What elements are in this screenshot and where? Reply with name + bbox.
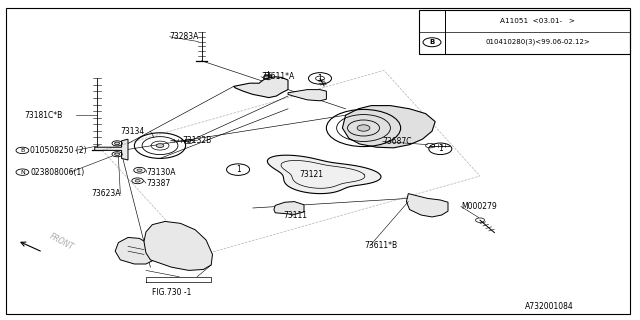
Polygon shape — [95, 139, 128, 160]
Text: 73611*A: 73611*A — [261, 72, 294, 81]
Text: 73283A: 73283A — [170, 32, 199, 41]
Polygon shape — [274, 202, 304, 214]
Text: A11051  <03.01-   >: A11051 <03.01- > — [500, 18, 575, 24]
Circle shape — [357, 125, 370, 131]
Text: 73611*B: 73611*B — [365, 241, 398, 250]
Bar — [419, 10, 630, 54]
Text: 1: 1 — [236, 165, 241, 174]
Circle shape — [115, 153, 120, 156]
Circle shape — [156, 144, 164, 148]
Text: 73387: 73387 — [146, 179, 170, 188]
Text: M000279: M000279 — [461, 202, 497, 211]
Polygon shape — [288, 90, 326, 101]
Text: 010410280(3)<99.06-02.12>: 010410280(3)<99.06-02.12> — [485, 39, 590, 45]
Circle shape — [115, 142, 120, 145]
Text: A732001084: A732001084 — [525, 302, 573, 311]
Text: B: B — [20, 148, 24, 153]
Text: 73623A: 73623A — [91, 189, 120, 198]
Circle shape — [135, 180, 140, 182]
Text: 1: 1 — [317, 74, 323, 83]
Polygon shape — [342, 106, 435, 148]
Text: 1: 1 — [429, 16, 435, 25]
Text: 010508250 (2): 010508250 (2) — [30, 146, 86, 155]
Text: 73130A: 73130A — [146, 168, 175, 177]
Text: 73111: 73111 — [283, 212, 307, 220]
Polygon shape — [144, 221, 212, 270]
Text: 73687C: 73687C — [383, 137, 412, 146]
Polygon shape — [406, 194, 448, 217]
Polygon shape — [115, 237, 154, 264]
Text: FIG.730 -1: FIG.730 -1 — [152, 288, 191, 297]
Text: 73121: 73121 — [300, 170, 324, 179]
Polygon shape — [234, 77, 288, 98]
Text: FRONT: FRONT — [48, 232, 75, 252]
Circle shape — [137, 169, 142, 172]
Text: B: B — [429, 39, 435, 45]
Text: 1: 1 — [438, 144, 443, 153]
Text: N: N — [20, 170, 25, 175]
Text: 73132B: 73132B — [182, 136, 212, 145]
Text: 023808006(1): 023808006(1) — [30, 168, 84, 177]
Text: 73181C*B: 73181C*B — [24, 111, 63, 120]
Text: 73134: 73134 — [120, 127, 145, 136]
Polygon shape — [268, 155, 381, 194]
